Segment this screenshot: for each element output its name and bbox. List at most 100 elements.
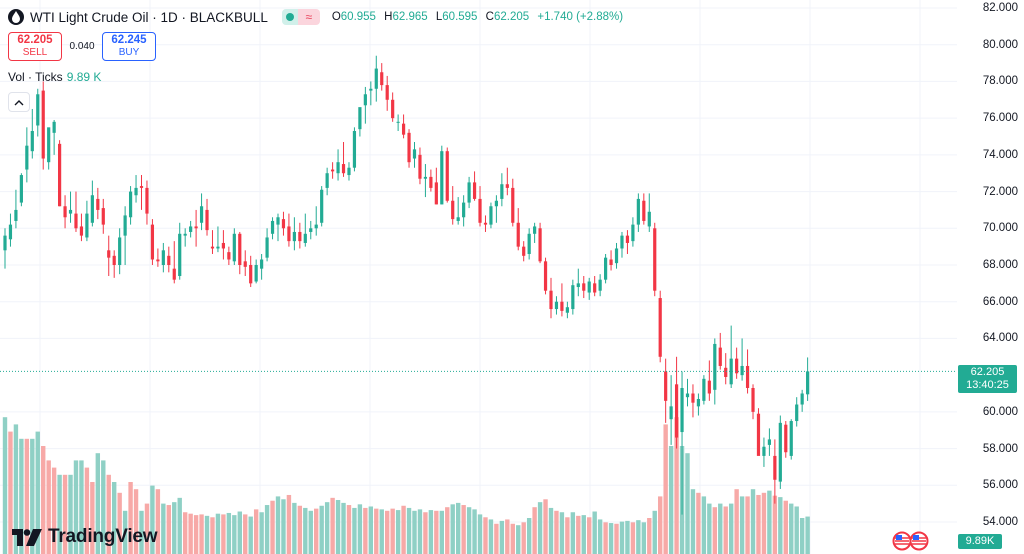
volume-bar bbox=[505, 519, 510, 554]
volume-bar bbox=[597, 519, 603, 554]
tradingview-logo[interactable]: TradingView bbox=[12, 526, 158, 548]
volume-bar bbox=[182, 512, 188, 554]
volume-bar bbox=[79, 460, 84, 554]
sell-button[interactable]: 62.205 SELL bbox=[8, 32, 62, 61]
candle bbox=[778, 415, 782, 489]
candle-body bbox=[445, 151, 449, 201]
volume-bar bbox=[13, 424, 19, 554]
buy-label: BUY bbox=[118, 47, 140, 58]
volume-bar bbox=[434, 510, 439, 554]
candle bbox=[352, 127, 357, 172]
candle bbox=[145, 180, 149, 225]
candle bbox=[41, 81, 45, 170]
price-axis-tick: 80.000 bbox=[982, 38, 1018, 51]
volume-bar bbox=[423, 512, 428, 554]
volume-bar bbox=[799, 518, 805, 554]
buy-button[interactable]: 62.245 BUY bbox=[102, 32, 156, 61]
candle bbox=[25, 127, 29, 183]
candle-body bbox=[767, 439, 771, 445]
candle bbox=[374, 55, 378, 102]
open-label: O bbox=[331, 11, 341, 23]
last-volume-tag: 9.89K bbox=[958, 534, 1002, 549]
candle bbox=[216, 226, 220, 253]
candle bbox=[123, 206, 127, 265]
volume-bar bbox=[548, 507, 554, 554]
volume-bar bbox=[756, 494, 761, 554]
candle-body bbox=[336, 162, 340, 174]
candle-body bbox=[8, 224, 13, 240]
volume-bar bbox=[570, 512, 576, 554]
candle-body bbox=[63, 206, 67, 218]
candle-body bbox=[358, 107, 362, 130]
candle-body bbox=[238, 233, 242, 265]
candle bbox=[380, 63, 384, 91]
sell-label: SELL bbox=[22, 47, 48, 58]
candle-body bbox=[500, 184, 504, 199]
candle-body bbox=[401, 123, 406, 135]
candle-body bbox=[243, 261, 247, 267]
candle-body bbox=[320, 189, 324, 223]
volume-bar bbox=[630, 522, 636, 554]
economic-events-icon[interactable] bbox=[891, 531, 931, 551]
volume-bar bbox=[537, 502, 543, 554]
candle bbox=[456, 197, 460, 225]
volume-bar bbox=[728, 503, 734, 554]
volume-bar bbox=[35, 431, 40, 554]
candle bbox=[3, 228, 7, 269]
close-label: C bbox=[485, 11, 494, 23]
volume-bar bbox=[281, 499, 286, 554]
candle bbox=[806, 357, 810, 401]
candle bbox=[249, 255, 253, 288]
candle bbox=[538, 222, 542, 264]
candle-body bbox=[123, 215, 127, 236]
candle-body bbox=[740, 365, 744, 376]
volume-bar bbox=[395, 510, 401, 554]
candle bbox=[511, 178, 515, 227]
volume-bar bbox=[461, 505, 466, 554]
candle-body bbox=[696, 399, 701, 407]
volume-legend[interactable]: Vol · Ticks 9.89 K bbox=[8, 70, 101, 84]
candle-body bbox=[543, 261, 548, 291]
volume-bar bbox=[789, 503, 794, 554]
symbol-logo-icon[interactable] bbox=[8, 9, 24, 25]
ohlc-values: O60.955 H62.965 L60.595 C62.205 +1.740 (… bbox=[332, 11, 623, 23]
last-price-value: 62.205 bbox=[970, 366, 1005, 378]
candle bbox=[363, 86, 367, 124]
market-status-badge[interactable]: ≈ bbox=[281, 9, 320, 25]
last-price-tag: 62.205 13:40:25 bbox=[958, 365, 1017, 393]
volume-bar bbox=[144, 503, 150, 554]
candle bbox=[647, 193, 651, 232]
candle-body bbox=[52, 121, 56, 133]
candle bbox=[265, 228, 269, 262]
candle-body bbox=[511, 187, 515, 223]
candle-body bbox=[178, 233, 182, 277]
candle-body bbox=[642, 200, 646, 221]
candle-body bbox=[713, 343, 717, 390]
candle bbox=[440, 145, 444, 205]
volume-bar bbox=[73, 460, 79, 554]
volume-bar bbox=[734, 489, 739, 554]
candle-body bbox=[41, 90, 45, 159]
candle-body bbox=[396, 121, 400, 123]
tradingview-wordmark: TradingView bbox=[48, 526, 158, 547]
candle bbox=[391, 92, 395, 122]
candle-body bbox=[778, 422, 782, 482]
symbol-title[interactable]: WTI Light Crude Oil · 1D · BLACKBULL bbox=[30, 9, 268, 25]
collapse-legend-button[interactable] bbox=[8, 92, 30, 112]
volume-bar bbox=[685, 453, 690, 554]
candle bbox=[505, 167, 509, 196]
volume-bar bbox=[24, 438, 30, 554]
candle-body bbox=[276, 217, 280, 225]
candle-body bbox=[139, 186, 144, 188]
candle-body bbox=[145, 187, 149, 214]
candle bbox=[707, 360, 711, 401]
candle bbox=[254, 259, 258, 284]
candle bbox=[729, 325, 733, 388]
volume-bar bbox=[625, 520, 630, 554]
volume-bar bbox=[19, 438, 24, 554]
volume-bar bbox=[696, 492, 701, 554]
candle bbox=[735, 347, 739, 379]
low-value: 60.595 bbox=[442, 11, 478, 23]
volume-bar bbox=[221, 514, 226, 554]
